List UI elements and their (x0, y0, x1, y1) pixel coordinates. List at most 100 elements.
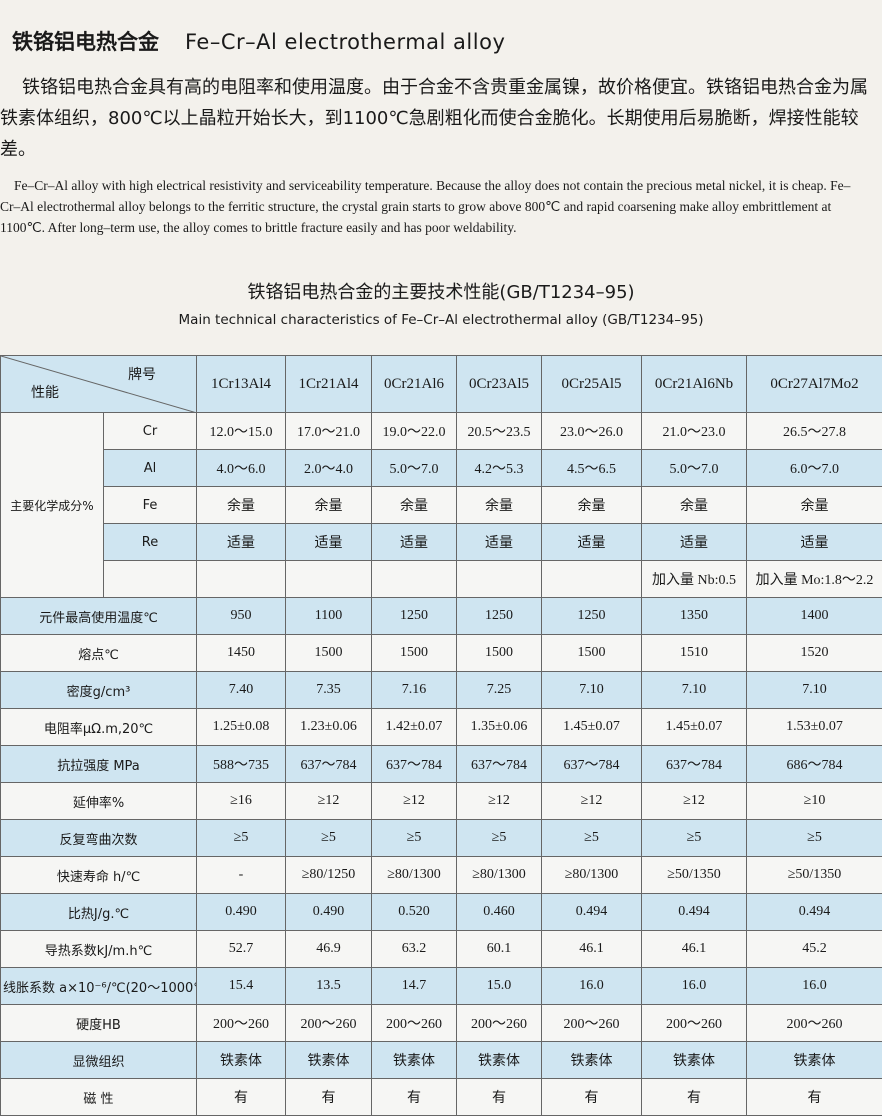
cell: 15.4 (197, 968, 286, 1005)
cell: 4.5～6.5 (542, 450, 642, 487)
grade: 1Cr21Al4 (286, 356, 372, 413)
cell: 4.2～5.3 (457, 450, 542, 487)
grade: 0Cr25Al5 (542, 356, 642, 413)
cell: 铁素体 (286, 1042, 372, 1079)
row-label: 线胀系数 a×10⁻⁶/℃(20～1000℃) (1, 968, 197, 1005)
cell: 适量 (747, 524, 882, 561)
cell: ≥10 (747, 783, 882, 820)
row-label: 显微组织 (1, 1042, 197, 1079)
row-label: 硬度HB (1, 1005, 197, 1042)
cell: 686～784 (747, 746, 882, 783)
table-title: 铁铬铝电热合金的主要技术性能(GB/T1234–95) (0, 278, 882, 304)
cell (286, 561, 372, 598)
cell: 有 (372, 1079, 457, 1116)
cell: 16.0 (542, 968, 642, 1005)
row-label: 延伸率% (1, 783, 197, 820)
grade: 1Cr13Al4 (197, 356, 286, 413)
cell: 637～784 (457, 746, 542, 783)
grade: 0Cr21Al6 (372, 356, 457, 413)
cell: 1.45±0.07 (642, 709, 747, 746)
cell: 适量 (197, 524, 286, 561)
cell: 加入量 Mo:1.8～2.2 (747, 561, 882, 598)
cell: 19.0～22.0 (372, 413, 457, 450)
paragraph-en: Fe–Cr–Al alloy with high electrical resi… (0, 175, 870, 238)
cell: 适量 (642, 524, 747, 561)
table-row: 快速寿命 h/℃-≥80/1250≥80/1300≥80/1300≥80/130… (1, 857, 882, 894)
cell: ≥12 (542, 783, 642, 820)
cell: 17.0～21.0 (286, 413, 372, 450)
cell: 0.490 (197, 894, 286, 931)
cell: 适量 (372, 524, 457, 561)
cell: 7.10 (542, 672, 642, 709)
cell: 1.53±0.07 (747, 709, 882, 746)
row-label: 比热J/g.℃ (1, 894, 197, 931)
row-label: 快速寿命 h/℃ (1, 857, 197, 894)
cell: 有 (642, 1079, 747, 1116)
cell: 20.5～23.5 (457, 413, 542, 450)
cell: 铁素体 (372, 1042, 457, 1079)
cell: 7.10 (747, 672, 882, 709)
cell: 200～260 (457, 1005, 542, 1042)
cell: 1510 (642, 635, 747, 672)
cell: 12.0～15.0 (197, 413, 286, 450)
cell: ≥12 (286, 783, 372, 820)
cell: 1400 (747, 598, 882, 635)
row-label: Al (104, 450, 197, 487)
cell: 21.0～23.0 (642, 413, 747, 450)
cell: 7.10 (642, 672, 747, 709)
cell: 637～784 (286, 746, 372, 783)
cell: 950 (197, 598, 286, 635)
cell: 1.23±0.06 (286, 709, 372, 746)
cell: 铁素体 (457, 1042, 542, 1079)
cell: 15.0 (457, 968, 542, 1005)
cell: 7.35 (286, 672, 372, 709)
row-label: Fe (104, 487, 197, 524)
table-row: 磁 性有有有有有有有 (1, 1079, 882, 1116)
cell: 余量 (542, 487, 642, 524)
cell: 6.0～7.0 (747, 450, 882, 487)
row-label (104, 561, 197, 598)
group-label: 主要化学成分% (1, 413, 104, 598)
cell: 1250 (372, 598, 457, 635)
cell: 0.520 (372, 894, 457, 931)
cell: 1250 (457, 598, 542, 635)
cell: 1.42±0.07 (372, 709, 457, 746)
row-label: 电阻率μΩ.m,20℃ (1, 709, 197, 746)
cell: 铁素体 (642, 1042, 747, 1079)
row-label: 元件最高使用温度℃ (1, 598, 197, 635)
cell: 7.16 (372, 672, 457, 709)
cell: 14.7 (372, 968, 457, 1005)
cell: 适量 (542, 524, 642, 561)
cell: 1520 (747, 635, 882, 672)
cell: 余量 (747, 487, 882, 524)
cell: 200～260 (372, 1005, 457, 1042)
cell: 铁素体 (197, 1042, 286, 1079)
row-label: 导热系数kJ/m.h℃ (1, 931, 197, 968)
cell: 铁素体 (747, 1042, 882, 1079)
grade-header: 牌号 (128, 364, 156, 384)
cell: ≥16 (197, 783, 286, 820)
paragraph-cn: 铁铬铝电热合金具有高的电阻率和使用温度。由于合金不含贵重金属镍，故价格便宜。铁铬… (0, 72, 870, 165)
cell: 有 (542, 1079, 642, 1116)
cell: 23.0～26.0 (542, 413, 642, 450)
cell: 46.1 (642, 931, 747, 968)
row-label: 熔点℃ (1, 635, 197, 672)
cell: 余量 (197, 487, 286, 524)
cell: ≥50/1350 (642, 857, 747, 894)
property-header: 性能 (31, 382, 59, 402)
title-cn: 铁铬铝电热合金 (12, 30, 159, 54)
cell: 1.25±0.08 (197, 709, 286, 746)
cell: 5.0～7.0 (372, 450, 457, 487)
cell: - (197, 857, 286, 894)
